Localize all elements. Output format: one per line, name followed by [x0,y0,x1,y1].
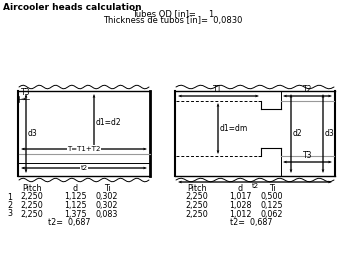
Text: Thickness de tubos [in]=  0,0830: Thickness de tubos [in]= 0,0830 [103,16,243,25]
Text: d3: d3 [28,129,38,138]
Text: 0,302: 0,302 [96,201,118,210]
Text: Ti: Ti [103,184,110,193]
Text: T1: T1 [213,85,223,94]
Text: t2=  0,687: t2= 0,687 [230,218,272,227]
Text: Pitch: Pitch [187,184,207,193]
Text: d3: d3 [325,129,335,138]
Text: 0,062: 0,062 [261,210,283,218]
Text: t2: t2 [80,165,88,171]
Text: T2: T2 [303,85,313,94]
Text: 2,250: 2,250 [185,201,208,210]
Text: 1: 1 [8,193,12,202]
Text: t2=  0,687: t2= 0,687 [48,218,91,227]
Text: t2: t2 [252,183,258,189]
Text: 2,250: 2,250 [21,201,43,210]
Text: T=T1+T2: T=T1+T2 [67,146,101,152]
Text: 1,125: 1,125 [64,201,86,210]
Text: 3: 3 [8,210,12,218]
Text: 0,302: 0,302 [96,193,118,202]
Text: d: d [72,184,78,193]
Text: 2,250: 2,250 [21,210,43,218]
Text: d2: d2 [293,129,303,138]
Text: 1,125: 1,125 [64,193,86,202]
Text: Ti: Ti [268,184,275,193]
Text: d1=dm: d1=dm [220,124,248,133]
Text: 1,375: 1,375 [64,210,86,218]
Text: Tubes OD [in]=     1: Tubes OD [in]= 1 [132,9,214,18]
Text: d1=d2: d1=d2 [96,118,122,127]
Text: 1,012: 1,012 [229,210,251,218]
Text: 2: 2 [7,201,12,210]
Text: Pitch: Pitch [22,184,42,193]
Text: 2,250: 2,250 [185,210,208,218]
Text: 1,028: 1,028 [229,201,251,210]
Text: d: d [237,184,243,193]
Text: T3: T3 [21,88,30,97]
Text: 0,083: 0,083 [96,210,118,218]
Text: 2,250: 2,250 [185,193,208,202]
Text: 0,125: 0,125 [261,201,283,210]
Text: Aircooler heads calculation: Aircooler heads calculation [3,3,142,12]
Text: 0,500: 0,500 [261,193,283,202]
Text: T3: T3 [303,151,313,160]
Text: 1,017: 1,017 [229,193,251,202]
Text: 2,250: 2,250 [21,193,43,202]
